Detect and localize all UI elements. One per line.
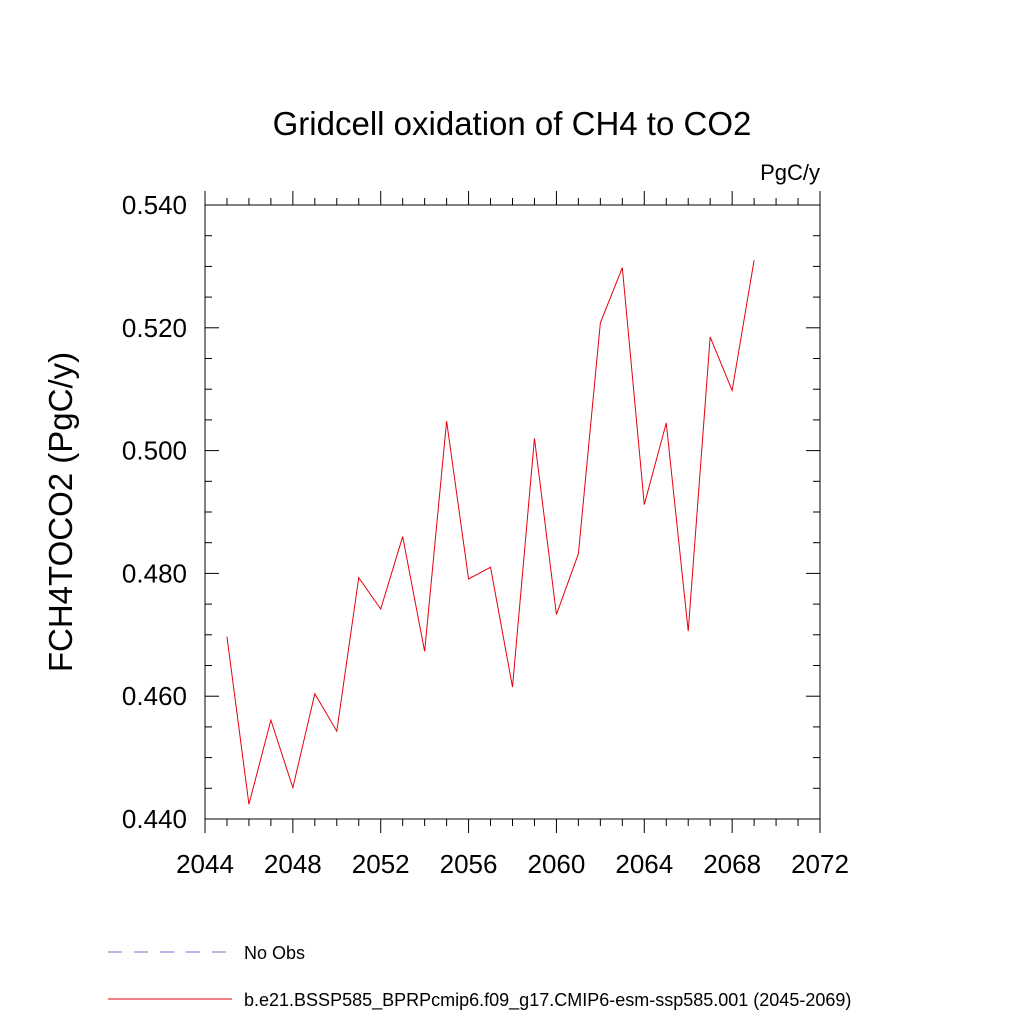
y-tick-label: 0.540: [122, 190, 187, 220]
plot-frame: [204, 204, 821, 820]
x-tick-label: 2072: [791, 849, 849, 879]
y-tick-label: 0.440: [122, 804, 187, 834]
x-tick-label: 2064: [615, 849, 673, 879]
y-tick-label: 0.500: [122, 436, 187, 466]
x-tick-label: 2052: [352, 849, 410, 879]
y-tick-label: 0.520: [122, 313, 187, 343]
x-tick-label: 2056: [440, 849, 498, 879]
x-tick-label: 2044: [176, 849, 234, 879]
legend-label: No Obs: [244, 943, 305, 963]
y-tick-label: 0.480: [122, 558, 187, 588]
x-tick-label: 2068: [703, 849, 761, 879]
y-axis-label: FCH4TOCO2 (PgC/y): [42, 352, 79, 672]
x-tick-label: 2048: [264, 849, 322, 879]
units-label: PgC/y: [760, 160, 820, 185]
plot-area: 2044 2048 2052 2056 2060 2064 2068 2072 0.440 0.4…: [122, 190, 849, 879]
chart-title: Gridcell oxidation of CH4 to CO2: [273, 105, 752, 142]
y-tick-label: 0.460: [122, 681, 187, 711]
legend: No Obs b.e21.BSSP585_BPRPcmip6.f09_g17.CM…: [108, 943, 851, 1011]
x-tick-label: 2060: [528, 849, 586, 879]
legend-label: b.e21.BSSP585_BPRPcmip6.f09_g17.CMIP6-es…: [244, 990, 851, 1011]
series-line: [226, 260, 755, 805]
